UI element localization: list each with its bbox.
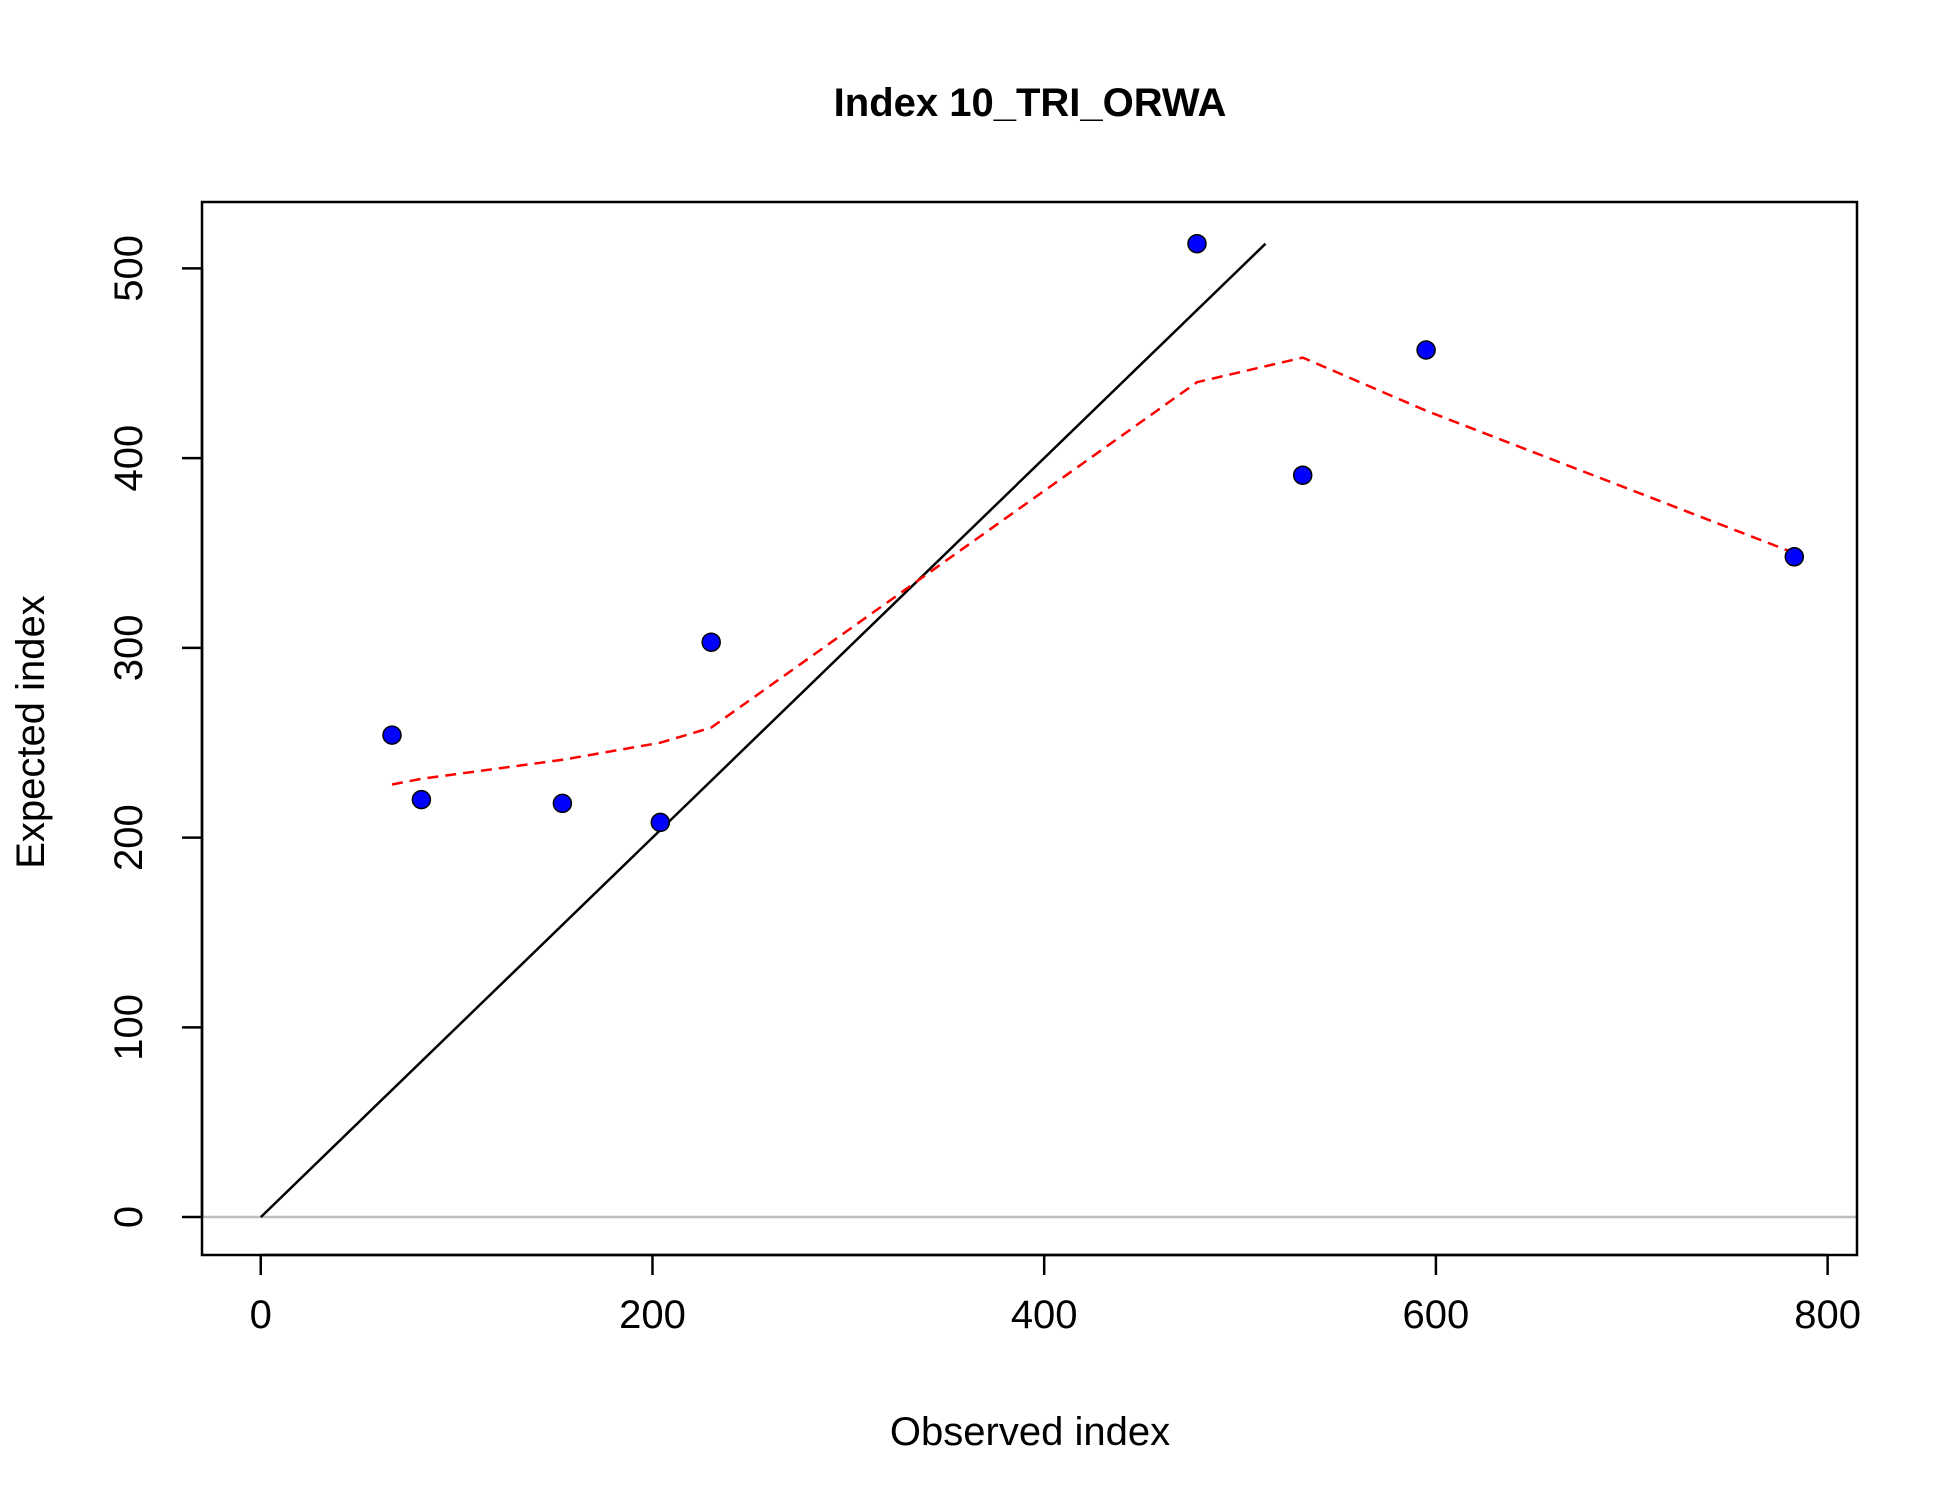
plot-layer [202, 233, 1857, 1219]
plot-frame [200, 200, 1859, 1257]
y-axis: 0 100 200 300 400 500 [107, 235, 204, 1228]
data-point [1292, 465, 1313, 485]
reference-line [259, 242, 1267, 1218]
smoother-line [391, 356, 1795, 786]
data-point [650, 812, 671, 833]
y-tick-label: 100 [107, 994, 151, 1061]
y-axis-label-group: Expected index [9, 595, 53, 869]
x-axis: 0 200 400 600 800 [250, 1253, 1861, 1337]
data-point [1784, 547, 1805, 567]
chart-title: Index 10_TRI_ORWA [834, 81, 1227, 125]
x-axis-label-group: Observed index [890, 1410, 1170, 1454]
data-point [382, 725, 402, 745]
y-tick-label: 300 [107, 614, 151, 681]
y-tick-label: 500 [107, 235, 151, 302]
chart-title-group: Index 10_TRI_ORWA [834, 81, 1227, 125]
y-tick-label: 200 [107, 804, 151, 871]
data-point [411, 789, 432, 810]
data-point [552, 793, 573, 814]
x-tick-label: 400 [1011, 1293, 1078, 1337]
x-axis-label: Observed index [890, 1410, 1170, 1454]
y-axis-label: Expected index [9, 595, 53, 869]
y-tick-label: 400 [107, 425, 151, 492]
x-tick-label: 800 [1794, 1293, 1861, 1337]
x-tick-label: 600 [1403, 1293, 1470, 1337]
x-tick-label: 200 [619, 1293, 686, 1337]
data-point [1187, 233, 1207, 254]
x-tick-label: 0 [250, 1293, 272, 1337]
y-tick-label: 0 [107, 1206, 151, 1228]
data-point [1416, 340, 1436, 360]
data-point [701, 632, 721, 652]
